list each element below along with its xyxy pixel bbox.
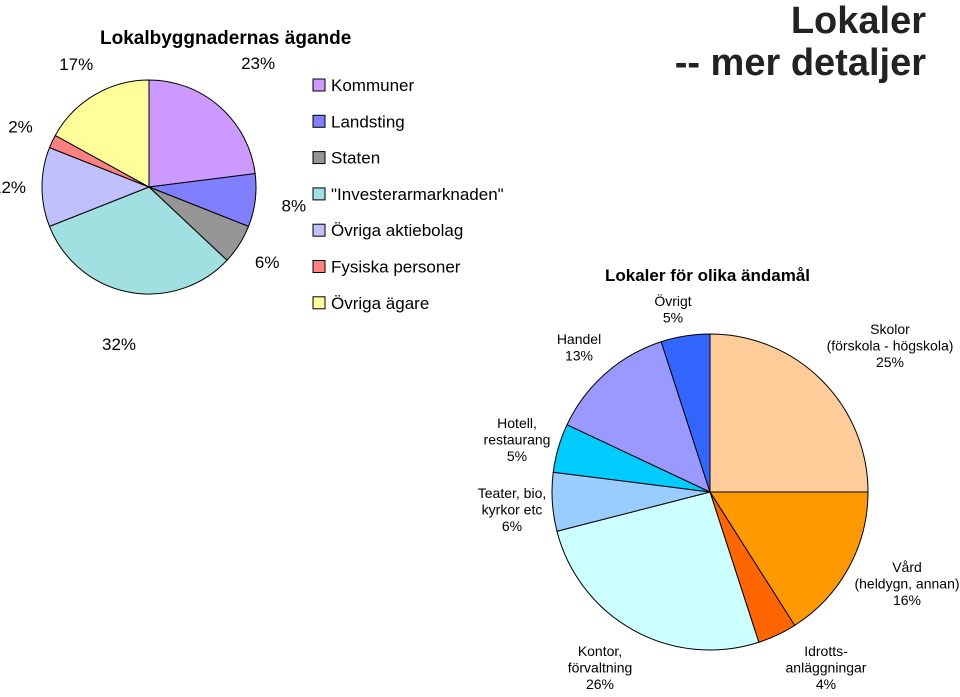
purpose-pie-chart: Lokaler för olika ändamål Skolor (förskol… bbox=[478, 266, 960, 692]
legend-swatch-landsting bbox=[312, 114, 326, 128]
ownership-value-label-övriga-ägare: 17% bbox=[59, 55, 93, 74]
legend-label-landsting: Landsting bbox=[331, 112, 405, 131]
ownership-chart-title: Lokalbyggnadernas ägande bbox=[100, 28, 351, 49]
legend-swatch-kommuner bbox=[312, 78, 326, 92]
ownership-legend: Kommuner Landsting Staten "Investerarmarkna… bbox=[312, 76, 504, 313]
legend-swatch-fysiska-personer bbox=[312, 260, 326, 273]
purpose-slice-övrigt bbox=[660, 333, 711, 493]
legend-label-staten: Staten bbox=[331, 149, 380, 168]
purpose-slice-handel bbox=[566, 341, 711, 493]
purpose-slice-skolor-förskola-högskola bbox=[709, 333, 869, 493]
purpose-label-skolor-förskola-högskola: Skolor (förskola - högskola) 25% bbox=[827, 321, 954, 370]
headline-line-2: -- mer detaljer bbox=[674, 42, 926, 84]
purpose-label-handel: Handel 13% bbox=[557, 331, 601, 364]
ownership-slice-kommuner bbox=[148, 79, 256, 188]
legend-label-fysiska-personer: Fysiska personer bbox=[331, 258, 461, 277]
ownership-value-label-investerarmarknaden: 32% bbox=[102, 335, 136, 354]
ownership-pie-chart: Lokalbyggnadernas ägande 23% 8% 6% 32% 12% 2%… bbox=[0, 28, 504, 354]
ownership-slice-övriga-aktiebolag bbox=[41, 146, 151, 228]
legend-label-övriga-ägare: Övriga ägare bbox=[331, 294, 429, 313]
page-headline: Lokaler -- mer detaljer bbox=[675, 0, 926, 84]
purpose-label-vård-heldygn-annan: Vård (heldygn, annan) 16% bbox=[854, 559, 959, 608]
legend-label-kommuner: Kommuner bbox=[331, 76, 414, 95]
purpose-pie-slices bbox=[551, 333, 869, 651]
legend-swatch-övriga-ägare bbox=[312, 296, 326, 310]
legend-swatch-investerarmarknaden bbox=[312, 187, 326, 201]
legend-label-övriga-aktiebolag: Övriga aktiebolag bbox=[331, 221, 463, 240]
purpose-label-hotell-restaurang: Hotell, restaurang 5% bbox=[484, 415, 551, 464]
purpose-slice-kontor-förvaltning bbox=[556, 491, 760, 651]
ownership-value-label-landsting: 8% bbox=[282, 196, 307, 215]
ownership-value-label-kommuner: 23% bbox=[241, 54, 275, 73]
ownership-slice-övriga-ägare bbox=[54, 79, 150, 188]
legend-swatch-staten bbox=[312, 151, 326, 165]
ownership-value-label-staten: 6% bbox=[255, 253, 280, 272]
ownership-slice-investerarmarknaden bbox=[48, 186, 228, 295]
purpose-label-teater-bio-kyrkor-etc: Teater, bio, kyrkor etc 6% bbox=[478, 485, 547, 534]
legend-label-investerarmarknaden: "Investerarmarknaden" bbox=[331, 185, 504, 204]
ownership-value-label-övriga-aktiebolag: 12% bbox=[0, 178, 26, 197]
ownership-pie-slices bbox=[41, 79, 257, 295]
purpose-label-övrigt: Övrigt 5% bbox=[654, 292, 691, 326]
purpose-label-kontor-förvaltning: Kontor, förvaltning 26% bbox=[568, 643, 633, 692]
ownership-pie-labels: 23% 8% 6% 32% 12% 2% 17% bbox=[0, 54, 306, 354]
purpose-label-idrottsanläggningar: Idrotts-anläggningar 4% bbox=[786, 643, 867, 692]
purpose-chart-title: Lokaler för olika ändamål bbox=[605, 266, 810, 285]
headline-line-1: Lokaler bbox=[790, 0, 926, 42]
purpose-slice-vård-heldygn-annan bbox=[709, 491, 869, 627]
ownership-value-label-fysiska-personer: 2% bbox=[8, 118, 33, 137]
purpose-pie-labels: Skolor (förskola - högskola) 25% Vård (heldy… bbox=[478, 292, 960, 692]
legend-swatch-övriga-aktiebolag bbox=[312, 223, 326, 237]
